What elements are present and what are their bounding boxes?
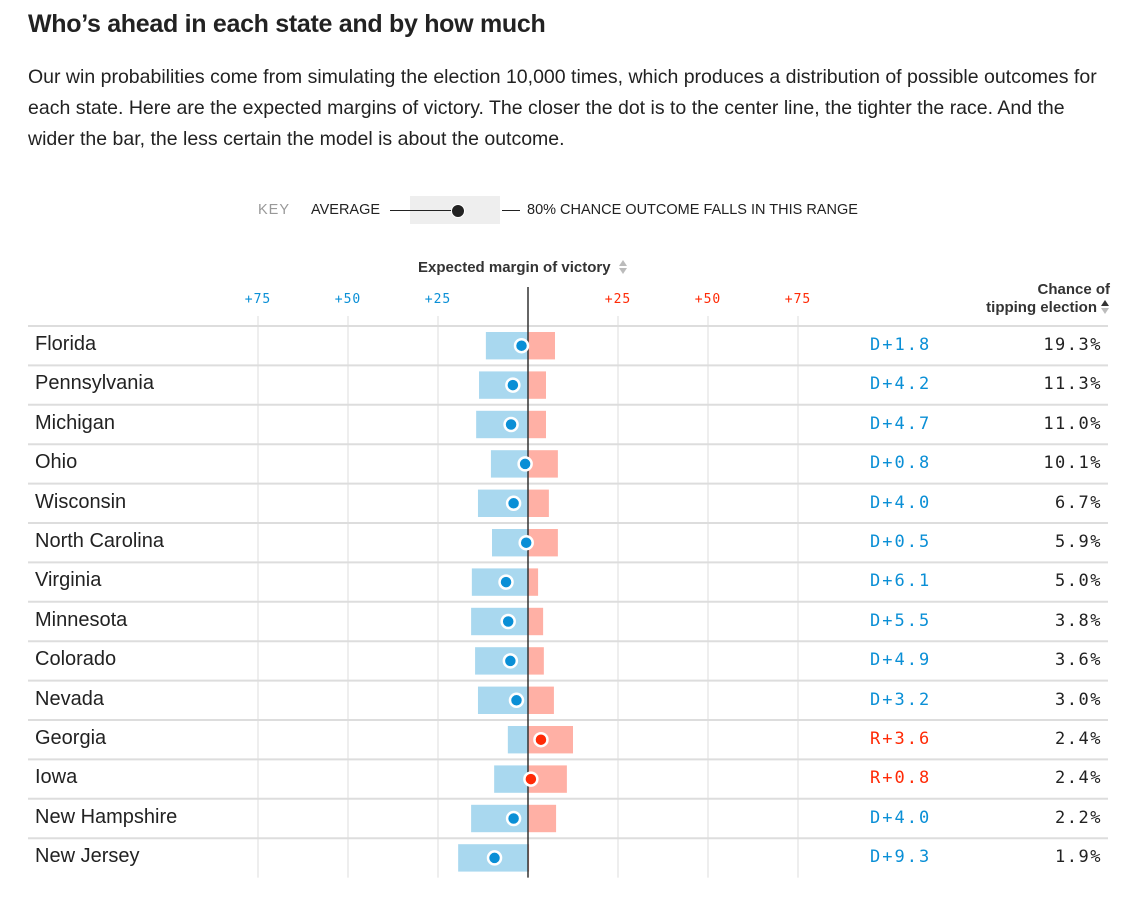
average-dot	[502, 653, 519, 669]
range-bar-rep	[528, 607, 544, 636]
average-dot	[498, 574, 514, 590]
margin-value: D+1.8	[870, 335, 932, 355]
tipping-chance-value: 10.1%	[1043, 453, 1102, 474]
margin-value: D+4.9	[870, 650, 932, 671]
margin-value: D+4.0	[870, 807, 932, 828]
state-name: Virginia	[35, 569, 102, 592]
state-name: New Hampshire	[35, 805, 178, 828]
tipping-chance-value: 11.3%	[1043, 374, 1102, 395]
page-title: Who’s ahead in each state and by how muc…	[28, 10, 546, 38]
tipping-chance-value: 6.7%	[1055, 492, 1102, 513]
tipping-chance-value: 5.0%	[1055, 571, 1102, 592]
state-name: New Jersey	[35, 845, 140, 868]
state-name: Colorado	[35, 648, 117, 671]
range-bar-rep	[528, 332, 555, 360]
average-dot	[486, 850, 503, 866]
key-range-label: 80% CHANCE OUTCOME FALLS IN THIS RANGE	[527, 202, 858, 218]
range-bar-dem	[494, 765, 528, 793]
margin-value: D+4.2	[870, 374, 932, 395]
state-name: North Carolina	[35, 530, 164, 552]
chart-key: KEY AVERAGE 80% CHANCE OUTCOME FALLS IN …	[0, 196, 1130, 224]
range-bar-rep	[528, 804, 557, 833]
average-dot	[500, 613, 516, 630]
tipping-chance-value: 11.0%	[1043, 413, 1102, 434]
margin-column-header[interactable]: Expected margin of victory	[418, 259, 628, 276]
margin-value: D+4.0	[870, 492, 932, 513]
margin-value: D+0.5	[870, 532, 932, 552]
margin-value: D+0.8	[870, 453, 932, 474]
tick-label: +25	[604, 292, 632, 307]
margin-value: D+5.5	[870, 610, 932, 631]
sort-icon[interactable]	[618, 260, 628, 274]
margin-value: R+0.8	[870, 768, 932, 789]
key-average-dot-icon	[451, 204, 465, 218]
range-bar-rep	[528, 450, 558, 478]
state-name: Georgia	[35, 727, 107, 749]
range-bar-dem	[479, 371, 528, 399]
range-bar-rep	[528, 371, 546, 399]
state-name: Wisconsin	[35, 490, 127, 513]
state-name: Minnesota	[35, 608, 128, 631]
average-dot	[505, 495, 522, 512]
average-dot	[508, 692, 525, 709]
tipping-chance-value: 2.4%	[1055, 729, 1102, 749]
margin-column-title: Expected margin of victory	[418, 259, 611, 276]
tipping-chance-value: 2.2%	[1055, 807, 1102, 828]
key-average-line	[390, 210, 410, 211]
state-name: Michigan	[35, 411, 116, 434]
tipping-chance-value: 3.6%	[1055, 650, 1102, 671]
average-dot	[533, 731, 549, 748]
key-range-line	[502, 210, 520, 211]
margin-value: D+6.1	[870, 571, 932, 592]
key-average-label: AVERAGE	[311, 202, 381, 218]
range-bar-rep	[528, 568, 539, 596]
margin-value: R+3.6	[870, 729, 932, 749]
average-dot	[505, 810, 522, 827]
tipping-chance-value: 2.4%	[1055, 768, 1102, 789]
tipping-column-title-line1: Chance of	[1037, 281, 1110, 298]
tick-label: +75	[784, 292, 812, 307]
range-bar-dem	[475, 647, 528, 675]
tipping-chance-value: 1.9%	[1055, 847, 1102, 868]
state-name: Iowa	[35, 766, 78, 789]
margin-value: D+4.7	[870, 413, 932, 434]
tick-label: +50	[694, 292, 722, 307]
tipping-chance-value: 3.8%	[1055, 610, 1102, 631]
sort-descending-icon[interactable]	[1101, 300, 1110, 314]
tick-label: +25	[424, 292, 452, 307]
range-bar-rep	[528, 410, 546, 439]
margin-value: D+3.2	[870, 689, 932, 710]
average-dot	[503, 416, 519, 433]
average-dot	[505, 377, 521, 393]
state-name: Florida	[35, 333, 97, 355]
range-bar-dem	[471, 607, 528, 636]
key-label: KEY	[258, 202, 291, 218]
average-dot	[513, 337, 530, 354]
range-bar-dem	[476, 410, 528, 439]
state-name: Ohio	[35, 451, 78, 474]
tipping-chance-value: 3.0%	[1055, 689, 1102, 710]
state-name: Nevada	[35, 687, 104, 710]
tipping-chance-value: 5.9%	[1055, 532, 1102, 552]
tick-label: +50	[334, 292, 362, 307]
margin-value: D+9.3	[870, 847, 932, 868]
range-bar-rep	[528, 647, 544, 675]
tick-label: +75	[244, 292, 272, 307]
tipping-chance-value: 19.3%	[1043, 335, 1102, 355]
intro-paragraph: Our win probabilities come from simulati…	[28, 66, 1097, 150]
tipping-column-header[interactable]: Chance of tipping election	[986, 281, 1110, 317]
average-dot	[518, 534, 534, 551]
average-dot	[517, 456, 533, 472]
tipping-column-title-line2: tipping election	[986, 299, 1097, 316]
range-bar-dem	[507, 726, 528, 754]
range-bar-rep	[528, 489, 549, 517]
key-pointer-line	[410, 210, 457, 211]
range-bar-rep	[528, 686, 554, 714]
state-name: Pennsylvania	[35, 372, 154, 395]
average-dot	[523, 771, 539, 787]
